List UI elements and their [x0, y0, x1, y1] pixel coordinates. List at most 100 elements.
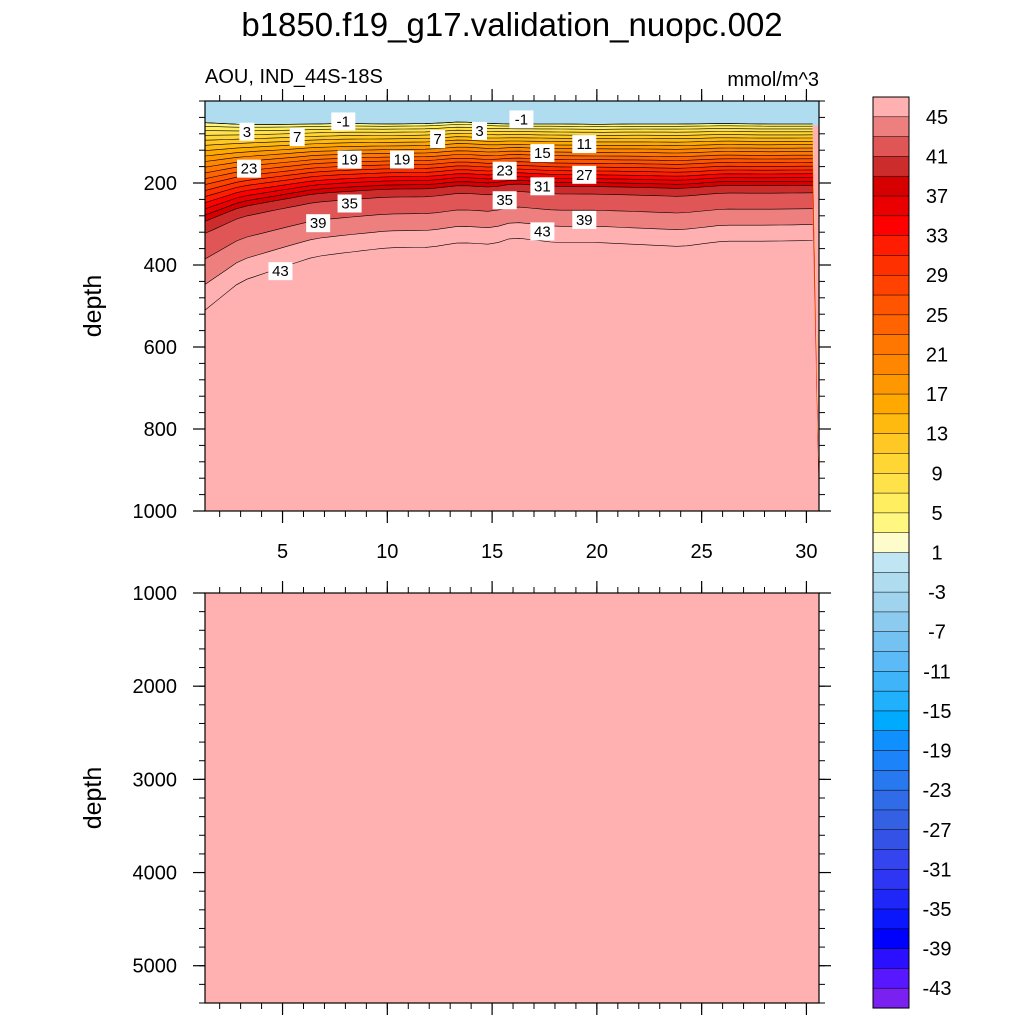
contour-line — [205, 183, 813, 222]
contour-label-box — [289, 128, 305, 147]
contour-label: 27 — [572, 165, 597, 184]
units-label: mmol/m^3 — [727, 69, 819, 91]
colorbar-swatch — [872, 374, 910, 395]
contour-line — [205, 124, 813, 128]
colorbar-label: 9 — [931, 463, 942, 485]
colorbar-label: 33 — [926, 226, 948, 248]
colorbar-swatch — [872, 393, 910, 415]
colorbar-label: 37 — [926, 186, 948, 208]
contour-label-text: 11 — [577, 136, 593, 153]
lower-panel: 1000 2000 3000 4000 5000 depth — [79, 581, 831, 1015]
contour-label-text: 27 — [576, 167, 593, 184]
contour-label-text: -1 — [515, 111, 528, 128]
colorbar-label: -11 — [923, 661, 950, 683]
colorbar-label: -7 — [928, 622, 946, 644]
upper-contour-labels: -1 -1 3 3 7 7 11 15 19 19 23 23 27 31 35 35 39 39 43 43 — [237, 110, 597, 281]
x-tick-label: 25 — [691, 541, 713, 563]
y-tick-label: 4000 — [133, 863, 178, 885]
contour-label-box — [530, 144, 555, 163]
contour-line — [205, 143, 813, 157]
contour-label-box — [572, 165, 597, 184]
contour-label-text: 31 — [534, 178, 551, 195]
contour-label-box — [237, 159, 262, 178]
y-tick-label: 800 — [144, 419, 177, 441]
contour-label-box — [239, 122, 255, 141]
contour-label-text: 35 — [496, 192, 513, 209]
contour-label-box — [337, 194, 362, 213]
contour-label-box — [337, 150, 362, 169]
y-tick-label: 600 — [144, 337, 177, 359]
colorbar-swatch — [872, 888, 910, 910]
contour-label: 15 — [530, 144, 555, 163]
colorbar-swatch — [872, 255, 910, 276]
colorbar-swatch — [872, 512, 910, 534]
colorbar-label: 25 — [926, 305, 948, 327]
contour-label-box — [509, 110, 534, 129]
upper-y-axis-label: depth — [79, 275, 107, 338]
y-tick-label: 2000 — [133, 676, 178, 698]
colorbar-swatch — [872, 671, 910, 692]
colorbar-swatch — [872, 631, 910, 653]
colorbar-swatch — [872, 710, 910, 732]
x-tick-label: 10 — [376, 541, 398, 563]
contour-label: 43 — [530, 222, 555, 241]
colorbar-swatch — [872, 651, 910, 672]
colorbar-swatch — [872, 274, 910, 296]
variable-region-label: AOU, IND_44S-18S — [205, 66, 383, 88]
colorbar-label: 5 — [931, 503, 942, 525]
colorbar-swatch — [872, 195, 910, 217]
contour-label: 7 — [430, 130, 446, 149]
colorbar-label: 29 — [926, 265, 948, 287]
colorbar-swatch — [872, 948, 910, 969]
colorbar-swatch — [872, 591, 910, 613]
y-tick-label: 5000 — [133, 956, 178, 978]
colorbar-label: -27 — [923, 820, 952, 842]
colorbar-label: -3 — [928, 582, 946, 604]
colorbar-swatch — [872, 156, 910, 177]
contour-label-box — [268, 262, 293, 281]
colorbar-label: 17 — [926, 384, 948, 406]
colorbar-swatch — [872, 750, 910, 771]
contour-label-box — [530, 222, 555, 241]
contour-label-text: 39 — [576, 212, 593, 229]
y-tick-label: 3000 — [133, 769, 178, 791]
x-tick-label: 15 — [481, 541, 503, 563]
colorbar-swatch — [872, 96, 910, 118]
contour-label: 7 — [289, 128, 305, 147]
upper-panel-frame — [204, 100, 820, 512]
contour-label-text: -1 — [337, 114, 350, 131]
y-tick-label: 1000 — [133, 583, 178, 605]
colorbar-swatch — [872, 849, 910, 870]
contour-label: -1 — [331, 112, 356, 131]
contour-label-text: 7 — [293, 129, 301, 146]
contour-label-text: 19 — [341, 152, 358, 169]
colorbar-swatch — [872, 770, 910, 791]
upper-y-axis: 200 400 600 800 1000 — [133, 100, 831, 523]
contour-label-box — [306, 214, 331, 233]
contour-line — [205, 136, 813, 146]
contour-label: 43 — [268, 262, 293, 281]
contour-label-text: 43 — [534, 223, 551, 240]
colorbar-label: -35 — [923, 899, 952, 921]
contour-label: 31 — [530, 177, 555, 196]
contour-label-text: 23 — [496, 163, 513, 180]
contour-line — [205, 139, 813, 151]
colorbar-swatch — [872, 354, 910, 375]
contour-line — [205, 157, 813, 179]
colorbar-label: 1 — [931, 543, 942, 565]
y-tick-label: 200 — [144, 173, 177, 195]
colorbar-swatch — [872, 572, 910, 593]
contour-label: 39 — [572, 210, 597, 229]
contour-label: 39 — [306, 214, 331, 233]
contour-label-box — [430, 130, 446, 149]
contour-label-box — [530, 177, 555, 196]
contour-label-box — [492, 191, 517, 210]
colorbar-swatch — [872, 136, 910, 157]
colorbar-swatch — [872, 928, 910, 950]
colorbar-swatch — [872, 552, 910, 573]
upper-contour-fills — [205, 101, 819, 511]
contour-label: 3 — [239, 122, 255, 141]
contour-line — [205, 179, 813, 216]
y-tick-label: 400 — [144, 255, 177, 277]
colorbar-swatch — [872, 492, 910, 514]
